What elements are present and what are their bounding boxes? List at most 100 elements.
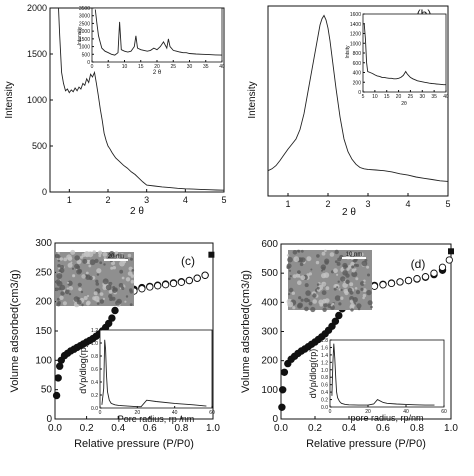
panel-c-desorption-point [161,281,170,289]
panel-b-frame [267,5,449,197]
inset-y-tick-label: 200 [353,80,362,86]
panel-c-tem-grain [102,278,109,285]
inset-y-tick-label: 0 [358,90,361,96]
panel-d-tem-grain [322,298,327,304]
panel-c-adsorption-point [108,314,116,322]
panel-c-tem-grain [96,302,100,305]
panel-c-tem-grain [130,274,135,278]
panel-d-desorption-point [438,263,447,271]
panel-c-tem-grain [129,303,133,306]
panel-d-tem-grain [316,254,320,258]
inset-x-tick-label: 20 [154,64,160,70]
panel-c-tem-grain [68,292,72,296]
panel-c-desorption-point [169,279,178,288]
panel-d-tem-grain [298,296,302,300]
inset-x-tick-label: 20 [365,409,371,415]
panel-d-y-axis-title: Volume adsorbed(cm3/g) [240,270,252,393]
panel-d-tem-grain [364,258,368,262]
y-tick-label: 0 [42,187,47,197]
x-tick-label: 3 [365,199,370,209]
panel-d-tem-grain [342,282,348,289]
panel-d-tem-grain [308,301,313,306]
inset-y-tick-label: 3000 [79,14,90,20]
panel-c-tem-grain [58,267,61,270]
panel-c-tem-grain [96,273,100,276]
panel-c-tem-grain [102,297,105,300]
inset-y-tick-label: 800 [353,51,362,57]
panel-d-tem-grain [356,303,362,309]
x-tick-label: 0.2 [308,423,322,434]
x-tick-label: 0.4 [342,423,356,434]
panel-d-tem-grain [350,252,355,257]
panel-c-tem-grain [60,265,65,269]
panel-c-tem-grain [72,274,76,278]
panel-d-tem-grain [304,297,309,303]
panel-d-tem-grain [291,291,295,295]
panel-d-tem-grain [367,300,373,306]
panel-c-tem-grain [88,264,92,268]
inset-x-tick-label: 60 [209,410,215,416]
y-tick-label: 500 [261,268,278,279]
panel-c-tem-grain [112,266,117,270]
inset-x-tick-label: 40 [403,409,409,415]
panel-b-inset: 5 10 15 20 25 30 35 400200400600800100012001400… [345,12,449,107]
panel-c-tem-grain [121,286,125,290]
panel-c-inset-x-axis-title: Pore radius, rp /nm [118,414,195,424]
panel-c-tem-grain [83,296,88,300]
inset-y-tick-label: 0 [87,60,90,66]
panel-c-tem-grain [116,255,120,260]
panel-c-tem-grain [59,295,64,300]
inset-y-tick-label: 400 [353,71,362,77]
panel-d-tem-grain [340,276,346,282]
inset-y-tick-label: 1.0 [91,341,98,347]
panel-c-tem-grain [125,277,131,282]
inset-x-tick-label: 30 [187,64,193,70]
panel-d-tem-grain [355,290,361,295]
panel-c-adsorption-point [52,391,61,400]
panel-c-adsorption-point [111,306,119,315]
inset-y-tick-label: 1.2 [321,360,328,366]
panel-d-tem-grain [298,275,301,278]
panel-d-tem-grain [321,251,326,256]
panel-a-y-axis-title: Intensity [4,81,15,118]
panel-c-tem-grain [58,287,62,291]
panel-c-tem-grain [66,287,69,290]
panel-c-tem-grain [85,271,89,275]
panel-c-y-axis-title: Volume adsorbed(cm3/g) [9,270,21,393]
y-tick-label: 250 [35,267,52,278]
y-tick-label: 0 [46,414,52,425]
inset-y-tick-label: 1400 [350,22,361,28]
panel-d-tem-grain [325,286,330,291]
panel-d-tem-grain [347,287,353,293]
panel-d-tem-grain [366,265,370,269]
panel-d-desorption-point [387,279,396,288]
panel-d-tem-grain [345,279,350,284]
panel-b-series-line [267,14,449,182]
x-tick-label: 0.8 [410,423,424,434]
inset-x-tick-label: 5 [362,94,365,100]
panel-c-tem-grain [108,294,113,299]
panel-b-y-axis-title: Intensity [247,81,258,118]
panel-d-tem-grain [336,273,339,276]
panel-d-tem-grain [360,281,365,286]
panel-d-tem-grain [334,249,339,255]
panel-d-tem-grain [337,257,342,262]
panel-c-inset: 0 20 40 60 0.0 0.2 0.4 0.6 0.8 1.0 1.2 dVp/dlog(rp)… [78,328,215,424]
inset-y-tick-label: 1200 [350,32,361,38]
panel-d-tem-grain [310,306,316,313]
panel-d-tem-grain [297,249,300,252]
inset-x-tick-label: 0 [91,64,94,70]
x-tick-label: 1.0 [444,423,458,434]
panel-d-tem-grain [349,282,354,287]
panel-d-tem-grain [321,281,327,287]
inset-y-tick-label: 1.0 [321,368,328,374]
inset-y-tick-label: 1500 [79,37,90,43]
panel-d-inset-frame [329,339,445,408]
panel-c-tem-grain [67,280,73,286]
panel-d-tem-grain [292,250,298,255]
panel-d-tem-grain [298,257,304,263]
panel-a-inset-x-axis-title: 2 θ [153,70,162,76]
panel-d-tem-grain [312,299,318,304]
y-tick-label: 400 [261,297,278,308]
panel-c-tem-grain [62,301,67,306]
